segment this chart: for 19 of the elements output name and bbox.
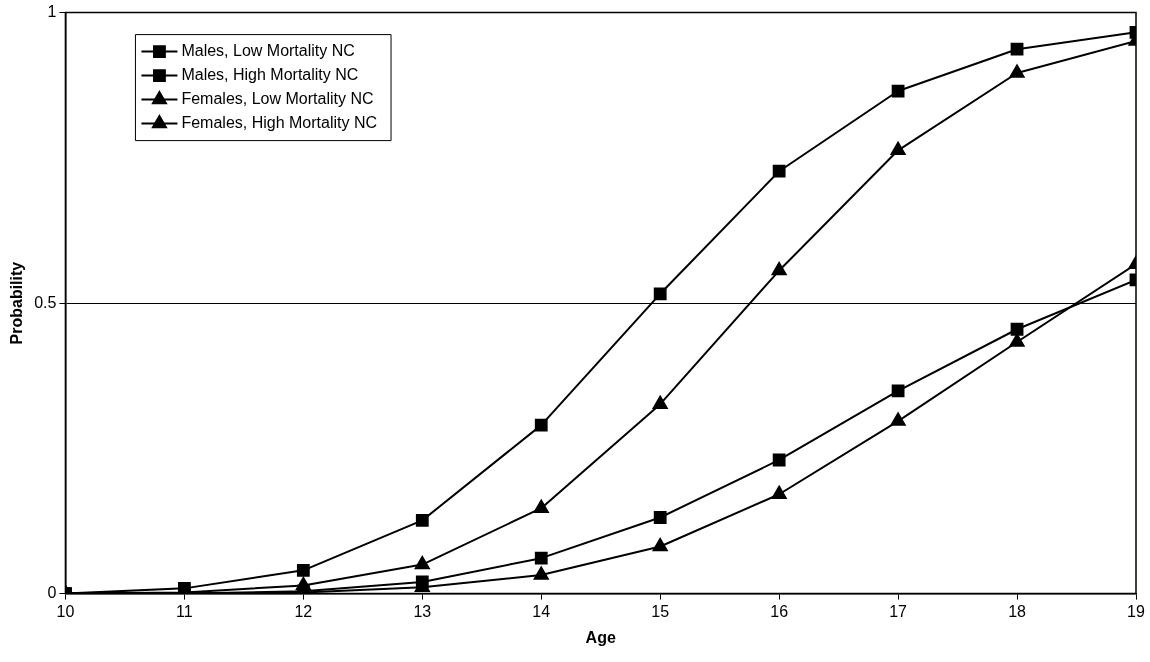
y-tick-label: 0 [47,584,57,602]
x-tick-label: 19 [1127,602,1145,620]
y-tick-label: 0.5 [34,293,57,311]
x-tick-label: 10 [56,602,75,620]
x-tick-label: 17 [889,602,908,620]
x-tick-label: 13 [413,602,432,620]
legend-label: Males, Low Mortality NC [181,42,355,60]
x-tick-label: 15 [651,602,670,620]
x-tick-label: 16 [770,602,789,620]
legend-label: Males, High Mortality NC [181,66,359,84]
y-tick-label: 1 [47,3,57,21]
legend-label: Females, Low Mortality NC [181,90,374,108]
x-tick-label: 11 [176,602,193,620]
x-axis-title: Age [585,628,616,646]
x-tick-label: 18 [1008,602,1027,620]
x-tick-label: 12 [294,602,313,620]
y-axis-title: Probability [8,261,26,345]
legend-label: Females, High Mortality NC [181,114,378,132]
x-tick-label: 14 [532,602,551,620]
